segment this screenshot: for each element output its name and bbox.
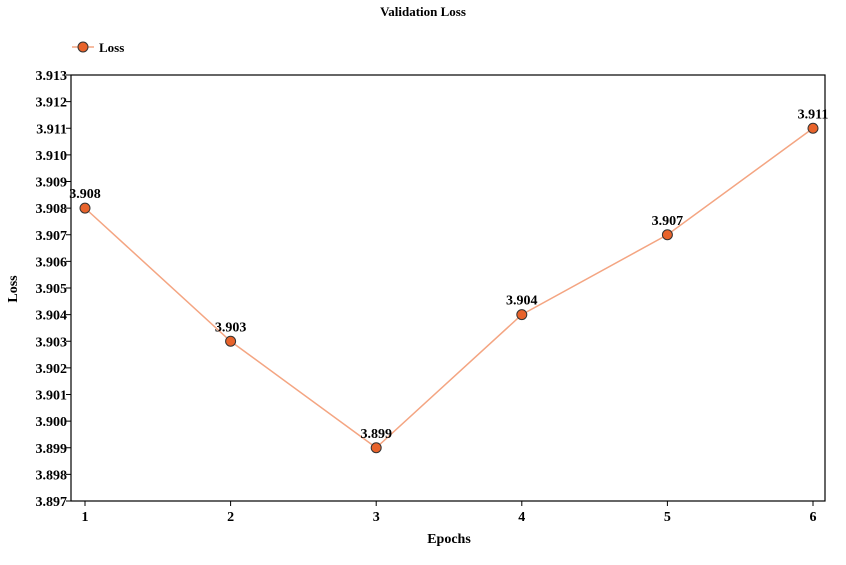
x-tick-label: 3 xyxy=(373,510,380,525)
x-tick-label: 4 xyxy=(518,510,525,525)
y-tick-label: 3.899 xyxy=(36,442,68,457)
y-tick-label: 3.901 xyxy=(36,389,68,404)
plot-area-frame xyxy=(70,74,826,502)
data-point xyxy=(661,229,673,241)
legend-label: Loss xyxy=(99,40,124,55)
y-tick-label: 3.913 xyxy=(36,69,68,84)
data-point xyxy=(516,309,528,321)
data-point xyxy=(370,442,382,454)
legend-marker-icon xyxy=(77,41,89,53)
series-layer: 3.908 3.903 3.899 3.904 3.907 3.911 xyxy=(69,107,829,454)
data-label: 3.908 xyxy=(69,187,101,202)
y-tick-label: 3.906 xyxy=(36,255,68,270)
y-tick-label: 3.905 xyxy=(36,282,68,297)
data-point xyxy=(79,202,91,214)
data-label: 3.903 xyxy=(215,320,247,335)
data-point xyxy=(807,122,819,134)
series-line xyxy=(84,127,814,449)
x-axis-title: Epochs xyxy=(427,532,471,547)
legend: Loss xyxy=(72,40,124,55)
y-tick-label: 3.900 xyxy=(36,415,68,430)
y-tick-label: 3.897 xyxy=(36,495,68,510)
data-label: 3.911 xyxy=(798,107,829,122)
y-tick-label: 3.907 xyxy=(36,229,68,244)
x-tick-label: 1 xyxy=(82,510,89,525)
data-label: 3.899 xyxy=(360,427,392,442)
y-tick-label: 3.911 xyxy=(36,122,67,137)
x-tick-label: 5 xyxy=(664,510,671,525)
x-tick-label: 2 xyxy=(227,510,234,525)
y-tick-label: 3.912 xyxy=(36,96,68,111)
y-tick-label: 3.910 xyxy=(36,149,68,164)
y-axis-title: Loss xyxy=(6,275,21,303)
data-label: 3.904 xyxy=(506,294,538,309)
y-tick-label: 3.909 xyxy=(36,176,68,191)
y-tick-label: 3.903 xyxy=(36,335,68,350)
data-label: 3.907 xyxy=(652,214,684,229)
y-tick-label: 3.904 xyxy=(36,309,68,324)
y-tick-label: 3.898 xyxy=(36,468,68,483)
x-axis: 1 2 3 4 5 6 xyxy=(82,501,817,525)
x-tick-label: 6 xyxy=(810,510,817,525)
chart-title: Validation Loss xyxy=(380,4,466,19)
y-axis: 3.897 3.898 3.899 3.900 3.901 3.902 3.903 3.904… xyxy=(36,69,71,510)
y-tick-label: 3.902 xyxy=(36,362,68,377)
data-point xyxy=(225,335,237,347)
y-tick-label: 3.908 xyxy=(36,202,68,217)
